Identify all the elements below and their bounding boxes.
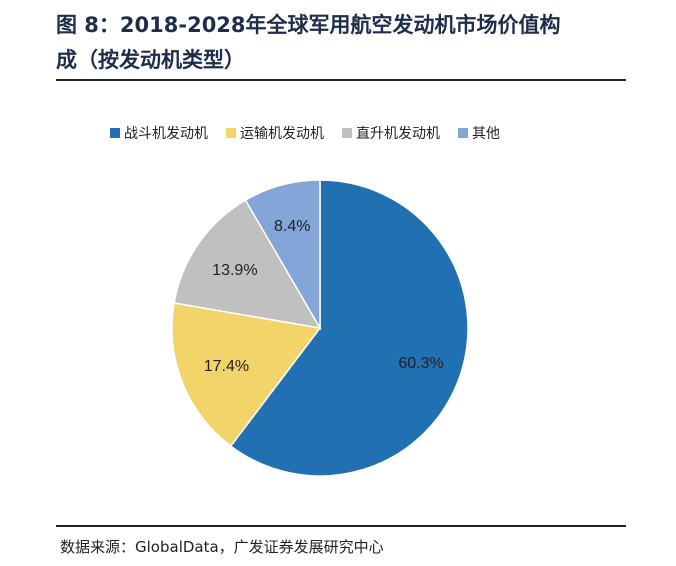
slice-label: 8.4% [274, 218, 310, 235]
top-divider [56, 79, 626, 81]
legend-item-helicopter: 直升机发动机 [342, 123, 440, 143]
pie-slice-fighter [229, 179, 469, 477]
legend-label: 直升机发动机 [356, 126, 440, 142]
legend-label: 战斗机发动机 [124, 126, 208, 142]
legend-item-fighter: 战斗机发动机 [110, 123, 208, 143]
slice-label: 17.4% [204, 358, 249, 375]
bottom-divider [56, 525, 626, 527]
pie-slice-helicopter [173, 199, 322, 330]
legend: 战斗机发动机 运输机发动机 直升机发动机 其他 [110, 123, 610, 143]
pie-slice-transport [171, 302, 322, 448]
source-label: 数据来源： [60, 538, 136, 556]
chart-title: 图 8：2018-2028年全球军用航空发动机市场价值构 成（按发动机类型） [56, 8, 626, 78]
pie-slice-other [244, 179, 321, 331]
legend-swatch [458, 128, 468, 138]
source-note: 数据来源：GlobalData，广发证券发展研究中心 [60, 536, 384, 557]
slice-label: 13.9% [212, 262, 257, 279]
legend-item-transport: 运输机发动机 [226, 123, 324, 143]
legend-item-other: 其他 [458, 123, 500, 143]
legend-label: 其他 [472, 126, 500, 142]
legend-swatch [226, 128, 236, 138]
source-text: GlobalData，广发证券发展研究中心 [135, 538, 384, 556]
chart-title-line2: 成（按发动机类型） [56, 48, 245, 72]
chart-title-line1: 图 8：2018-2028年全球军用航空发动机市场价值构 [56, 13, 561, 37]
slice-label: 60.3% [398, 355, 443, 372]
legend-swatch [342, 128, 352, 138]
legend-label: 运输机发动机 [240, 126, 324, 142]
legend-swatch [110, 128, 120, 138]
